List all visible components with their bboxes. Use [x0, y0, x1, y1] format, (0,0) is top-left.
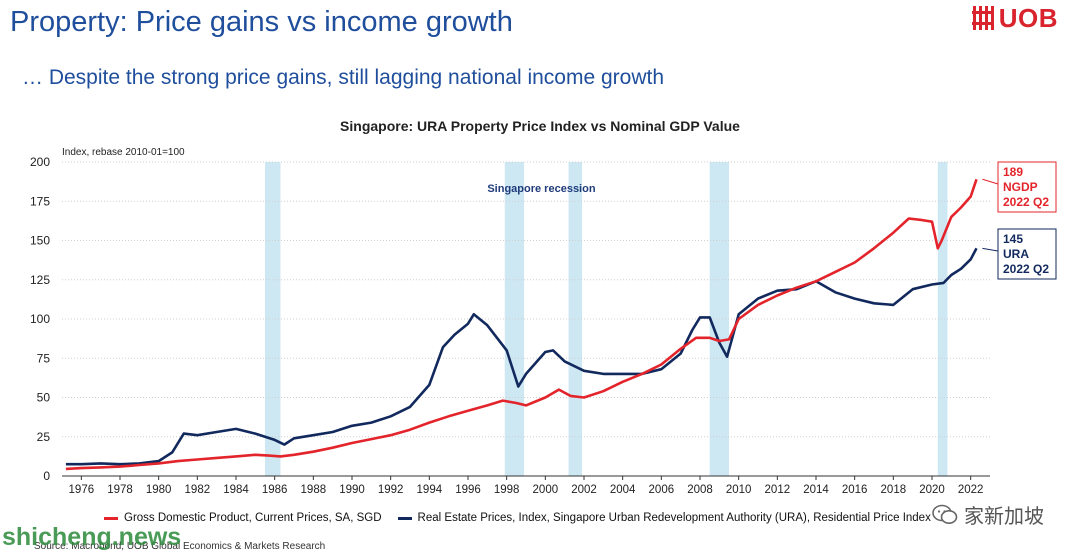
- y-tick-label: 75: [37, 351, 51, 365]
- series-end-pointer: [982, 178, 999, 185]
- y-tick-label: 175: [30, 194, 50, 208]
- y-tick-label: 25: [37, 430, 51, 444]
- y-tick-label: 0: [43, 469, 50, 483]
- x-tick-label: 2008: [687, 484, 713, 496]
- series-end-box: [997, 161, 1057, 213]
- page-subtitle: … Despite the strong price gains, still …: [22, 66, 665, 89]
- series-end-label: 2022 Q2: [1003, 195, 1049, 209]
- wechat-icon: [932, 504, 958, 524]
- x-tick-label: 2012: [765, 484, 791, 496]
- uob-logo: UOB: [971, 2, 1058, 33]
- y-tick-label: 200: [30, 155, 50, 169]
- x-tick-label: 2006: [649, 484, 675, 496]
- x-tick-label: 1984: [223, 484, 249, 496]
- recession-band: [937, 162, 948, 476]
- x-tick-label: 1992: [378, 484, 404, 496]
- chart-legend: Gross Domestic Product, Current Prices, …: [104, 512, 931, 524]
- x-tick-label: 1980: [146, 484, 172, 496]
- x-tick-label: 2022: [958, 484, 984, 496]
- wechat-watermark: 家新加坡: [932, 500, 1044, 529]
- source-note: Source: Macrobond, UOB Global Economics …: [34, 541, 326, 552]
- series-end-label: NGDP: [1003, 180, 1038, 194]
- wechat-label: 家新加坡: [964, 506, 1044, 528]
- x-tick-label: 2020: [919, 484, 945, 496]
- series-end-label: 2022 Q2: [1003, 262, 1049, 276]
- x-tick-label: 2014: [803, 484, 829, 496]
- x-tick-label: 2000: [533, 484, 559, 496]
- x-tick-label: 2002: [571, 484, 597, 496]
- x-tick-label: 1978: [107, 484, 133, 496]
- chart-title: Singapore: URA Property Price Index vs N…: [340, 118, 740, 134]
- x-tick-label: 1986: [262, 484, 288, 496]
- legend-swatch-ura: [397, 516, 412, 520]
- x-tick-label: 1990: [339, 484, 365, 496]
- page-title: Property: Price gains vs income growth: [10, 6, 513, 38]
- x-tick-label: 1994: [417, 484, 443, 496]
- x-tick-label: 2016: [842, 484, 868, 496]
- y-tick-label: 150: [30, 234, 50, 248]
- series-end-label: 145: [1003, 232, 1023, 246]
- legend-item-ura: Real Estate Prices, Index, Singapore Urb…: [397, 512, 931, 524]
- x-tick-label: 2010: [726, 484, 752, 496]
- recession-annotation: Singapore recession: [487, 183, 595, 195]
- series-line-ngdp: [65, 178, 978, 471]
- series-end-label: 189: [1003, 165, 1023, 179]
- legend-swatch-ngdp: [104, 516, 118, 520]
- legend-label-ngdp: Gross Domestic Product, Current Prices, …: [124, 512, 382, 524]
- x-tick-label: 2018: [881, 484, 907, 496]
- watermark: shicheng.news: [2, 523, 182, 551]
- y-tick-label: 125: [30, 273, 50, 287]
- y-tick-label: 50: [37, 391, 51, 405]
- y-tick-label: 100: [30, 312, 50, 326]
- legend-item-ngdp: Gross Domestic Product, Current Prices, …: [104, 512, 382, 524]
- y-axis-label: Index, rebase 2010-01=100: [62, 147, 185, 158]
- x-tick-label: 1998: [494, 484, 520, 496]
- x-tick-label: 1988: [301, 484, 327, 496]
- uob-logo-mark-icon: [971, 6, 994, 30]
- series-end-pointer: [982, 247, 999, 252]
- x-tick-label: 1976: [69, 484, 95, 496]
- series-end-box: [997, 228, 1057, 280]
- x-tick-label: 1982: [185, 484, 211, 496]
- series-line-ura: [65, 247, 978, 466]
- series-end-label: URA: [1003, 247, 1029, 261]
- x-tick-label: 1996: [455, 484, 481, 496]
- legend-label-ura: Real Estate Prices, Index, Singapore Urb…: [417, 512, 931, 524]
- x-tick-label: 2004: [610, 484, 636, 496]
- uob-logo-text: UOB: [998, 2, 1058, 33]
